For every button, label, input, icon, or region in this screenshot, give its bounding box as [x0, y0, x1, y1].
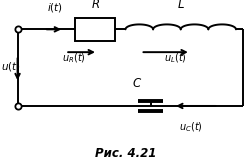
Text: $i(t)$: $i(t)$: [47, 1, 63, 14]
Text: $u(t)$: $u(t)$: [1, 60, 21, 73]
Text: $u_L(t)$: $u_L(t)$: [164, 52, 186, 66]
Text: $R$: $R$: [90, 0, 100, 11]
Bar: [75, 18, 115, 41]
Text: $u_C(t)$: $u_C(t)$: [178, 120, 202, 134]
Text: $L$: $L$: [176, 0, 184, 11]
Text: $u_R(t)$: $u_R(t)$: [62, 52, 86, 66]
Text: $C$: $C$: [132, 77, 142, 90]
Text: Рис. 4.21: Рис. 4.21: [94, 147, 156, 160]
